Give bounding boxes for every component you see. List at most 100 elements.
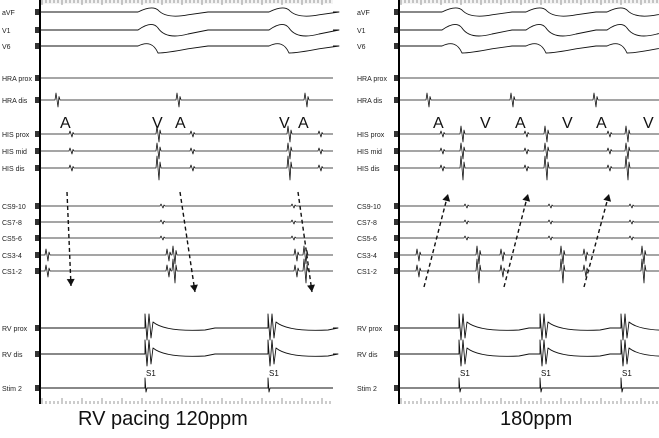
channel-marker [394, 219, 398, 225]
channel-marker [35, 148, 39, 154]
intracardiac-trace-his-prox [40, 125, 333, 143]
ventricular-annotation: V [480, 115, 491, 132]
channel-label-stim-2: Stim 2 [2, 386, 22, 393]
intracardiac-trace-cs3-4 [40, 245, 333, 265]
channel-marker [394, 9, 398, 15]
conduction-arrow-line [297, 191, 313, 293]
intracardiac-trace-cs7-8 [399, 219, 659, 225]
channel-marker [394, 165, 398, 171]
channel-marker [35, 75, 39, 81]
channel-marker [35, 252, 39, 258]
intracardiac-trace-his-mid [399, 142, 659, 160]
channel-label-cs9-10: CS9-10 [2, 204, 26, 211]
channel-marker [394, 351, 398, 357]
channel-marker [35, 203, 39, 209]
surface-trace-v1 [399, 24, 659, 37]
ventricular-annotation: V [562, 115, 573, 132]
panel-180ppm: aVF V1 V6 HRA prox HRA dis HIS prox HIS mid HIS… [357, 0, 659, 404]
channel-label-avf: aVF [357, 10, 370, 17]
ventricular-annotation: V [279, 115, 290, 132]
channel-label-v1: V1 [2, 28, 11, 35]
atrial-annotation: A [298, 115, 309, 132]
channel-marker [394, 252, 398, 258]
surface-trace-v6 [399, 43, 659, 54]
intracardiac-trace-cs1-2 [399, 258, 659, 284]
surface-trace-v1 [40, 24, 340, 37]
conduction-arrow-line [503, 193, 529, 288]
conduction-arrowhead [66, 278, 75, 286]
stim-label: S1 [541, 369, 551, 378]
channel-label-his-dis: HIS dis [357, 166, 380, 173]
intracardiac-trace-cs9-10 [40, 203, 333, 209]
channel-label-rv-prox: RV prox [357, 326, 383, 333]
channel-marker [394, 43, 398, 49]
channel-label-rv-dis: RV dis [357, 352, 378, 359]
atrial-annotation: A [433, 115, 444, 132]
channel-marker [35, 97, 39, 103]
channel-label-his-prox: HIS prox [357, 132, 385, 139]
atrial-annotation: A [596, 115, 607, 132]
intracardiac-trace-hra-dis [40, 92, 333, 108]
channel-label-v1: V1 [357, 28, 366, 35]
channel-label-cs5-6: CS5-6 [2, 236, 22, 243]
channel-label-cs3-4: CS3-4 [357, 253, 377, 260]
conduction-arrowhead [442, 194, 451, 202]
channel-marker [394, 268, 398, 274]
channel-marker [394, 385, 398, 391]
channel-marker [394, 203, 398, 209]
channel-label-his-dis: HIS dis [2, 166, 25, 173]
channel-marker [394, 75, 398, 81]
stim-trace [399, 377, 659, 393]
intracardiac-trace-his-dis [399, 155, 659, 181]
channel-marker [35, 268, 39, 274]
intracardiac-trace-cs3-4 [399, 245, 659, 265]
channel-marker [35, 219, 39, 225]
conduction-arrow-line [583, 193, 610, 288]
channel-marker [394, 97, 398, 103]
stim-trace [40, 377, 333, 393]
rv-trace-rv-dis [40, 339, 339, 367]
channel-label-v6: V6 [357, 44, 366, 51]
intracardiac-trace-cs9-10 [399, 203, 659, 209]
conduction-arrowhead [603, 194, 612, 202]
intracardiac-trace-cs7-8 [40, 219, 333, 225]
channel-marker [394, 148, 398, 154]
conduction-arrow-line [66, 191, 72, 287]
channel-label-v6: V6 [2, 44, 11, 51]
stim-label: S1 [460, 369, 470, 378]
channel-marker [394, 27, 398, 33]
conduction-arrowhead [307, 284, 315, 292]
channel-label-rv-prox: RV prox [2, 326, 28, 333]
caption-right: 180ppm [500, 408, 573, 430]
conduction-arrowhead [190, 284, 198, 292]
channel-label-cs1-2: CS1-2 [357, 269, 377, 276]
channel-marker [35, 165, 39, 171]
channel-label-his-mid: HIS mid [2, 149, 27, 156]
intracardiac-trace-his-mid [40, 142, 333, 160]
channel-label-hra-prox: HRA prox [2, 76, 32, 83]
channel-marker [35, 9, 39, 15]
channel-label-cs3-4: CS3-4 [2, 253, 22, 260]
channel-marker [35, 325, 39, 331]
stim-label: S1 [622, 369, 632, 378]
channel-label-hra-prox: HRA prox [357, 76, 387, 83]
intracardiac-trace-cs1-2 [40, 258, 333, 284]
channel-label-cs5-6: CS5-6 [357, 236, 377, 243]
channel-marker [35, 27, 39, 33]
channel-marker [394, 131, 398, 137]
ventricular-annotation: V [643, 115, 654, 132]
atrial-annotation: A [60, 115, 71, 132]
channel-marker [394, 235, 398, 241]
conduction-arrowhead [522, 194, 531, 202]
channel-label-his-mid: HIS mid [357, 149, 382, 156]
intracardiac-trace-cs5-6 [399, 235, 659, 241]
intracardiac-trace-his-prox [399, 125, 659, 143]
atrial-annotation: A [175, 115, 186, 132]
rv-trace-rv-prox [40, 313, 339, 341]
surface-trace-avf [40, 7, 340, 17]
channel-label-hra-dis: HRA dis [357, 98, 383, 105]
channel-marker [35, 43, 39, 49]
channel-marker [394, 325, 398, 331]
intracardiac-trace-cs5-6 [40, 235, 333, 241]
